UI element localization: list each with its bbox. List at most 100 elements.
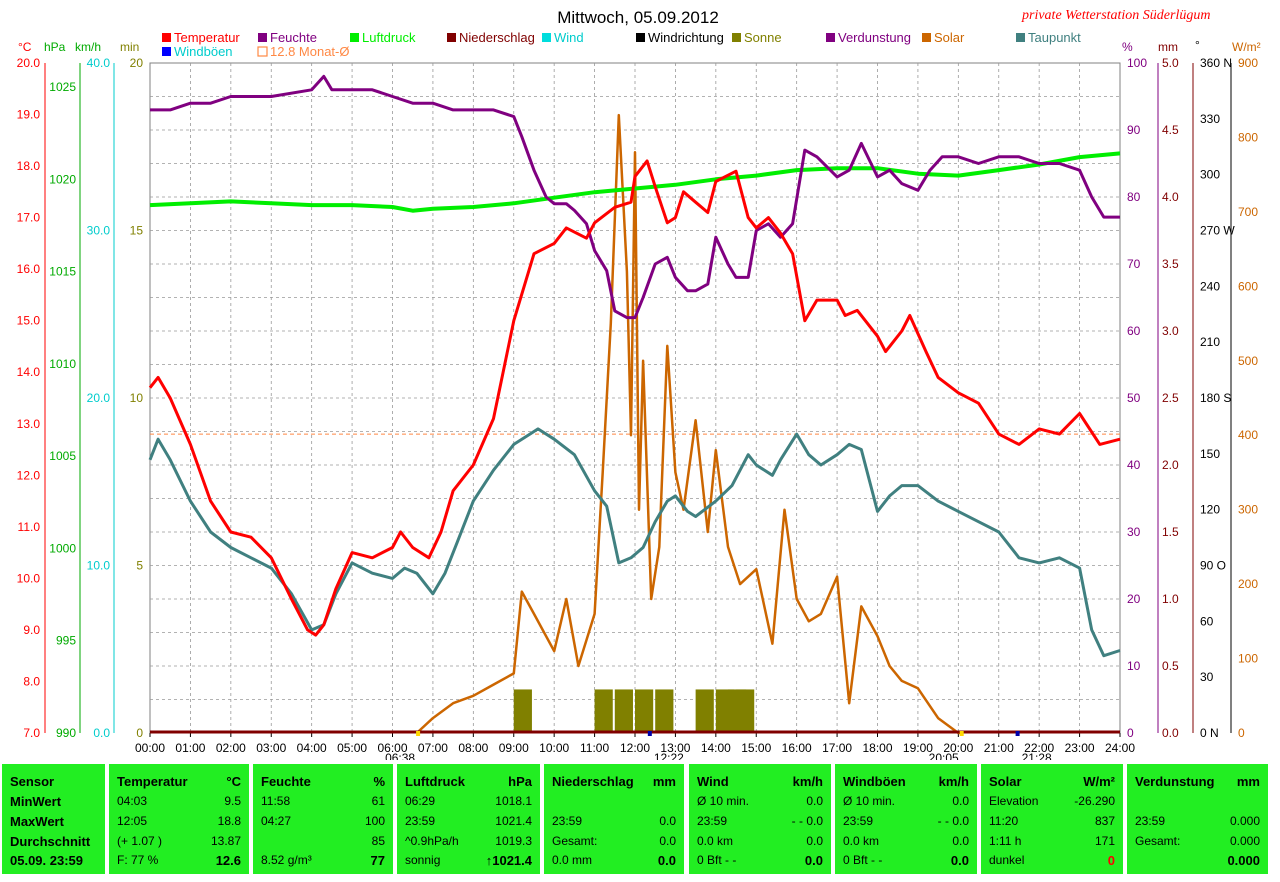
direction-tick-label: 180 S [1200, 391, 1231, 405]
legend-label: Verdunstung [838, 30, 911, 45]
legend-label: Niederschlag [459, 30, 535, 45]
solar-tick-label: 300 [1238, 503, 1258, 517]
legend-swatch [636, 33, 645, 42]
sun-tick-label: 20 [130, 56, 144, 70]
temp-column: Temperatur °C 04:03 9.5 12:05 18.8 (+ 1.07… [109, 764, 249, 874]
temp-tick-label: 15.0 [17, 314, 41, 328]
temp-tick-label: 19.0 [17, 108, 41, 122]
legend-label: Luftdruck [362, 30, 416, 45]
series-feuchte-line [150, 74, 1120, 320]
pressure-max-time: 23:59 [405, 814, 436, 828]
legend-swatch [732, 33, 741, 42]
humidity-min-value: 61 [371, 794, 385, 808]
evaporation-unit: mm [1236, 774, 1260, 789]
pressure-tick-label: 1020 [49, 172, 76, 186]
legend-swatch [257, 46, 268, 57]
maxwert-label: MaxWert [10, 814, 64, 829]
rain-unit-label: mm [1158, 40, 1178, 54]
solar-unit: W/m² [1083, 774, 1115, 789]
solar-column: Solar W/m² Elevation -26.290 11:20 837 1:1… [981, 764, 1123, 874]
pressure-tick-label: 1005 [49, 449, 76, 463]
solar-tick-label: 500 [1238, 354, 1258, 368]
legend-label: 12.8 Monat-Ø [270, 44, 350, 59]
temp-tick-label: 12.0 [17, 468, 41, 482]
temp-feel: F: 77 % [117, 853, 159, 867]
sun-tick-label: 10 [130, 391, 144, 405]
rain-max-value: 0.0 [659, 814, 676, 828]
x-tick-label: 07:00 [418, 741, 448, 755]
temp-avg-value: 13.87 [210, 834, 241, 848]
legend-swatch [922, 33, 931, 42]
temp-tick-label: 7.0 [23, 726, 40, 740]
direction-tick-label: 30 [1200, 670, 1214, 684]
wind-tick-label: 10.0 [87, 559, 111, 573]
direction-tick-label: 120 [1200, 503, 1220, 517]
sunshine-bar [635, 689, 654, 733]
solar-tick-label: 600 [1238, 279, 1258, 293]
sunshine-duration: 1:11 h [989, 834, 1022, 848]
humidity-unit: % [373, 774, 385, 789]
pressure-tick-label: 1010 [49, 357, 76, 371]
x-tick-label: 11:00 [580, 741, 609, 755]
gust-max-value: - - 0.0 [937, 814, 969, 828]
solar-max-time: 11:20 [989, 814, 1019, 828]
rain-tick-label: 3.5 [1162, 257, 1179, 271]
pressure-tick-label: 1025 [49, 80, 76, 94]
weather-chart: 00:00 01:00 02:00 03:00 04:00 05:00 06:00 07:00… [17, 8, 1261, 760]
evaporation-max-time: 23:59 [1135, 814, 1166, 828]
rain-amount: 0.0 mm [552, 853, 593, 867]
legend-label: Wind [554, 30, 584, 45]
x-tick-label: 23:00 [1065, 741, 1095, 755]
humidity-absolute: 8.52 g/m³ [261, 853, 312, 867]
sunshine-bar [614, 689, 633, 733]
sun-tick-label: 5 [136, 559, 143, 573]
moon-time-label: 21:28 [1022, 751, 1052, 760]
rain-total-value: 0.0 [659, 834, 676, 848]
legend-swatch [258, 33, 267, 42]
legend-label: Windrichtung [648, 30, 724, 45]
solar-tick-label: 0 [1238, 726, 1245, 740]
evaporation-header: Verdunstung [1135, 774, 1215, 789]
legend-swatch [162, 47, 171, 56]
pressure-unit-label: hPa [44, 40, 66, 54]
solar-elevation-label: Elevation [989, 794, 1039, 808]
x-tick-label: 03:00 [256, 741, 286, 755]
solar-max-value: 837 [1094, 814, 1115, 828]
wind-tick-label: 20.0 [87, 391, 111, 405]
minwert-label: MinWert [10, 794, 62, 809]
rain-tick-label: 3.0 [1162, 324, 1179, 338]
solar-noon-time-label: 12:22 [654, 751, 684, 760]
wind-column: Wind km/h Ø 10 min. 0.0 23:59 - - 0.0 0.0 … [689, 764, 831, 874]
temp-tick-label: 8.0 [23, 674, 40, 688]
legend-label: Feuchte [270, 30, 317, 45]
rain-max-time: 23:59 [552, 814, 583, 828]
wind-tick-label: 30.0 [87, 224, 111, 238]
direction-tick-label: 330 [1200, 112, 1220, 126]
legend-swatch [542, 33, 551, 42]
x-tick-label: 14:00 [701, 741, 731, 755]
temp-tick-label: 13.0 [17, 417, 41, 431]
pressure-tick-label: 990 [56, 726, 76, 740]
evaporation-total-value: 0.000 [1229, 834, 1260, 848]
temp-min-time: 04:03 [117, 794, 148, 808]
sunshine-bar [655, 689, 674, 733]
weather-forecast: sonnig [405, 853, 441, 867]
pressure-header: Luftdruck [405, 774, 465, 789]
legend-label: Taupunkt [1028, 30, 1081, 45]
solar-elevation-value: -26.290 [1074, 794, 1115, 808]
x-tick-label: 22:00 [1024, 741, 1054, 755]
direction-tick-label: 0 N [1200, 726, 1219, 740]
evaporation-max-value: 0.000 [1229, 814, 1260, 828]
wind-tick-label: 40.0 [87, 56, 111, 70]
sun-tick-label: 0 [136, 726, 143, 740]
temp-min-value: 9.5 [224, 794, 241, 808]
legend-label: Solar [934, 30, 965, 45]
series-temperatur-line [148, 159, 1121, 637]
legend-swatch [350, 33, 359, 42]
humidity-max-time: 04:27 [261, 814, 292, 828]
humidity-avg-value: 85 [371, 834, 385, 848]
x-tick-label: 00:00 [135, 741, 165, 755]
rain-tick-label: 4.0 [1162, 190, 1179, 204]
temp-unit: °C [226, 774, 241, 789]
legend-label: Sonne [744, 30, 782, 45]
